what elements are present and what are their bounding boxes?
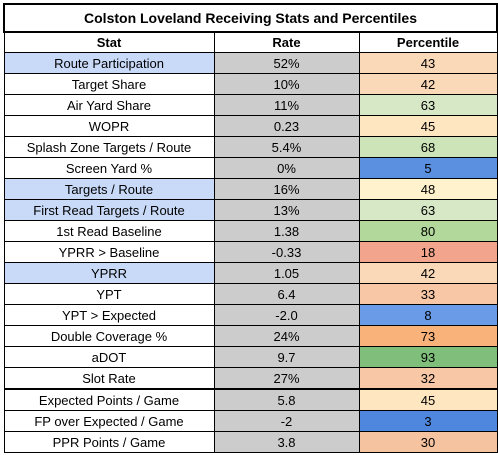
stat-cell: YPRR [3, 262, 215, 284]
rate-cell: 13% [213, 199, 360, 221]
table-row: Splash Zone Targets / Route 5.4% 68 [3, 136, 498, 158]
percentile-cell: 42 [358, 73, 498, 95]
rate-cell: -2.0 [213, 304, 360, 326]
column-header-stat: Stat [3, 31, 215, 53]
rate-cell: 0.23 [213, 115, 360, 137]
rate-cell: 24% [213, 325, 360, 347]
table-row: Targets / Route 16% 48 [3, 178, 498, 200]
percentile-cell: 18 [358, 241, 498, 263]
stat-cell: WOPR [3, 115, 215, 137]
stat-cell: Targets / Route [3, 178, 215, 200]
table-row: WOPR 0.23 45 [3, 115, 498, 137]
percentile-cell: 45 [358, 115, 498, 137]
percentile-cell: 93 [358, 346, 498, 368]
rate-cell: 6.4 [213, 283, 360, 305]
table-row: Screen Yard % 0% 5 [3, 157, 498, 179]
stat-cell: Expected Points / Game [3, 388, 215, 411]
stat-cell: YPT > Expected [3, 304, 215, 326]
column-header-rate: Rate [213, 31, 360, 53]
table-title: Colston Loveland Receiving Stats and Per… [2, 3, 498, 33]
stat-cell: Air Yard Share [3, 94, 215, 116]
percentile-cell: 8 [358, 304, 498, 326]
stat-cell: YPT [3, 283, 215, 305]
rate-cell: 10% [213, 73, 360, 95]
table-row: Target Share 10% 42 [3, 73, 498, 95]
table-row: YPT > Expected -2.0 8 [3, 304, 498, 326]
table-row: YPRR 1.05 42 [3, 262, 498, 284]
table-body: Route Participation 52% 43 Target Share 10% 4… [3, 52, 498, 453]
percentile-cell: 32 [358, 367, 498, 390]
rate-cell: 5.8 [213, 388, 360, 411]
rate-cell: 0% [213, 157, 360, 179]
stat-cell: Target Share [3, 73, 215, 95]
table-row: Double Coverage % 24% 73 [3, 325, 498, 347]
rate-cell: 1.38 [213, 220, 360, 242]
table-row: Slot Rate 27% 32 [3, 367, 498, 390]
percentile-cell: 63 [358, 94, 498, 116]
table-row: Air Yard Share 11% 63 [3, 94, 498, 116]
stat-cell: 1st Read Baseline [3, 220, 215, 242]
rate-cell: 1.05 [213, 262, 360, 284]
percentile-cell: 43 [358, 52, 498, 74]
percentile-cell: 3 [358, 410, 498, 432]
stat-cell: Double Coverage % [3, 325, 215, 347]
percentile-cell: 45 [358, 388, 498, 411]
stat-cell: First Read Targets / Route [3, 199, 215, 221]
table-row: YPRR > Baseline -0.33 18 [3, 241, 498, 263]
stat-cell: Route Participation [3, 52, 215, 74]
stat-cell: aDOT [3, 346, 215, 368]
rate-cell: 3.8 [213, 431, 360, 453]
stat-cell: YPRR > Baseline [3, 241, 215, 263]
rate-cell: 11% [213, 94, 360, 116]
stat-cell: FP over Expected / Game [3, 410, 215, 432]
stat-cell: Splash Zone Targets / Route [3, 136, 215, 158]
percentile-cell: 48 [358, 178, 498, 200]
rate-cell: 52% [213, 52, 360, 74]
rate-cell: 27% [213, 367, 360, 390]
percentile-cell: 73 [358, 325, 498, 347]
table-row: FP over Expected / Game -2 3 [3, 410, 498, 432]
table-row: Route Participation 52% 43 [3, 52, 498, 74]
table-row: Expected Points / Game 5.8 45 [3, 388, 498, 411]
percentile-cell: 33 [358, 283, 498, 305]
percentile-cell: 63 [358, 199, 498, 221]
column-header-percentile: Percentile [358, 31, 498, 53]
rate-cell: 16% [213, 178, 360, 200]
rate-cell: 5.4% [213, 136, 360, 158]
table-row: YPT 6.4 33 [3, 283, 498, 305]
table-row: aDOT 9.7 93 [3, 346, 498, 368]
rate-cell: 9.7 [213, 346, 360, 368]
stat-cell: PPR Points / Game [3, 431, 215, 453]
table-row: First Read Targets / Route 13% 63 [3, 199, 498, 221]
percentile-cell: 68 [358, 136, 498, 158]
percentile-cell: 80 [358, 220, 498, 242]
table-row: 1st Read Baseline 1.38 80 [3, 220, 498, 242]
rate-cell: -0.33 [213, 241, 360, 263]
percentile-cell: 30 [358, 431, 498, 453]
stat-cell: Slot Rate [3, 367, 215, 390]
stat-cell: Screen Yard % [3, 157, 215, 179]
table-row: PPR Points / Game 3.8 30 [3, 431, 498, 453]
percentile-cell: 42 [358, 262, 498, 284]
percentile-cell: 5 [358, 157, 498, 179]
rate-cell: -2 [213, 410, 360, 432]
receiving-stats-table: Colston Loveland Receiving Stats and Per… [2, 3, 498, 453]
